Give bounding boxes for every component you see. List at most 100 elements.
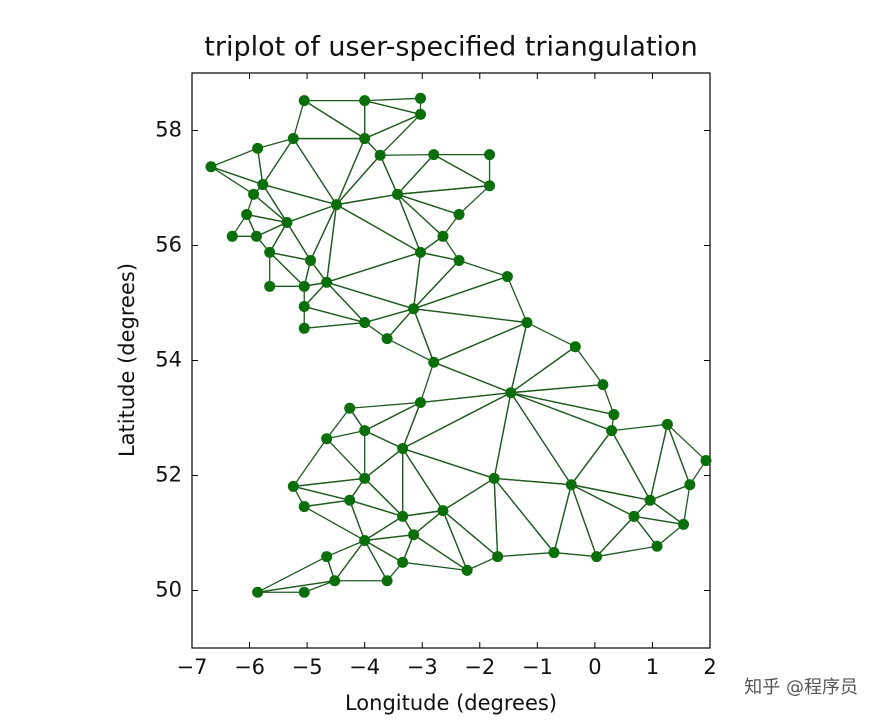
y-axis-label: Latitude (degrees) <box>115 263 139 457</box>
point <box>651 540 663 552</box>
point <box>700 455 712 467</box>
x-axis-label: Longitude (degrees) <box>345 691 557 715</box>
triangle <box>256 580 336 593</box>
point <box>374 149 386 161</box>
point <box>298 280 310 292</box>
point <box>287 133 299 145</box>
point <box>437 230 449 242</box>
point <box>414 108 426 120</box>
point <box>381 333 393 345</box>
point <box>684 479 696 491</box>
y-tick-label: 50 <box>155 578 182 602</box>
point <box>414 246 426 258</box>
point <box>252 142 264 154</box>
point <box>329 575 341 587</box>
point <box>264 280 276 292</box>
y-tick-label: 52 <box>155 463 182 487</box>
point <box>484 149 496 161</box>
point <box>453 254 465 266</box>
point <box>257 179 269 191</box>
x-tick-label: −3 <box>407 655 438 679</box>
point <box>437 505 449 517</box>
point <box>321 551 333 563</box>
x-tick-label: 1 <box>646 655 659 679</box>
point <box>408 529 420 541</box>
point <box>414 92 426 104</box>
triangle <box>292 438 366 488</box>
point <box>205 161 217 173</box>
point <box>453 208 465 220</box>
point <box>281 217 293 228</box>
x-tick-label: −1 <box>522 655 553 679</box>
point <box>298 586 310 598</box>
point <box>608 409 620 421</box>
x-tick-label: −7 <box>177 655 208 679</box>
point <box>397 556 409 568</box>
x-tick-label: 0 <box>588 655 601 679</box>
triangle <box>412 275 528 324</box>
point <box>252 586 264 598</box>
point <box>359 425 371 437</box>
point <box>628 510 640 522</box>
triangle <box>334 539 388 582</box>
triangle <box>442 509 499 572</box>
point <box>305 254 317 266</box>
triangle <box>303 499 366 542</box>
point <box>661 418 673 430</box>
point <box>428 356 440 368</box>
watermark: 知乎 @程序员 <box>744 677 858 698</box>
point <box>298 501 310 513</box>
point <box>548 547 560 559</box>
point <box>397 442 409 454</box>
point <box>264 246 276 258</box>
point <box>298 322 310 334</box>
triangle <box>303 305 366 329</box>
point <box>344 494 356 506</box>
point <box>248 188 260 200</box>
x-tick-label: −4 <box>349 655 380 679</box>
point <box>381 575 393 587</box>
point <box>250 230 262 242</box>
y-tick-label: 54 <box>155 348 182 372</box>
point <box>397 510 409 522</box>
x-tick-label: −6 <box>234 655 265 679</box>
point <box>597 379 609 391</box>
point <box>505 387 517 399</box>
point <box>678 518 690 530</box>
point <box>321 433 333 445</box>
point <box>391 188 403 200</box>
point <box>359 95 371 107</box>
point <box>241 208 253 220</box>
point <box>488 472 500 484</box>
point <box>359 472 371 484</box>
triangle <box>595 515 658 558</box>
point <box>321 276 333 288</box>
point <box>461 564 473 576</box>
point <box>359 534 371 546</box>
point <box>501 271 513 283</box>
y-tick-label: 58 <box>155 118 182 142</box>
x-tick-label: −2 <box>464 655 495 679</box>
point <box>569 341 581 353</box>
x-tick-label: −5 <box>292 655 323 679</box>
point <box>408 303 420 315</box>
x-tick-label: 2 <box>703 655 716 679</box>
chart-title: triplot of user-specified triangulation <box>204 32 697 63</box>
point <box>591 551 603 563</box>
triangle <box>326 407 366 440</box>
point <box>644 494 656 506</box>
plot-area <box>191 72 711 649</box>
point <box>521 317 533 329</box>
point <box>484 180 496 192</box>
point <box>414 396 426 408</box>
point <box>330 199 342 211</box>
point <box>428 149 440 161</box>
y-tick-label: 56 <box>155 233 182 257</box>
point <box>492 551 504 563</box>
point <box>298 95 310 107</box>
point <box>359 133 371 145</box>
point <box>298 300 310 312</box>
point <box>359 317 371 329</box>
point <box>565 479 577 491</box>
